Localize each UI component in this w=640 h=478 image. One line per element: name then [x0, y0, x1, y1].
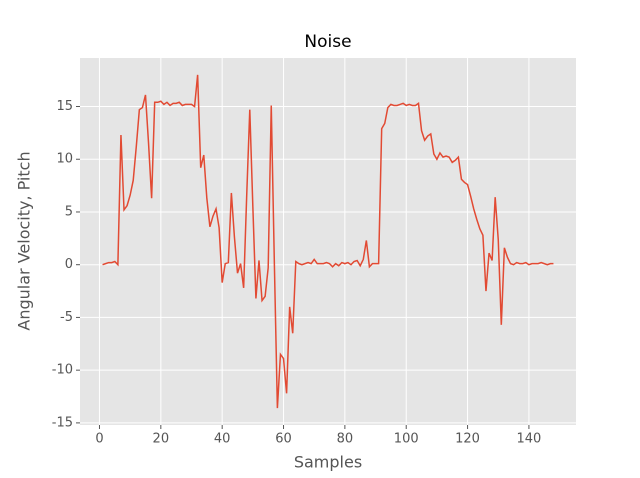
x-tick-label: 0 — [95, 432, 103, 447]
x-axis-label: Samples — [294, 453, 362, 472]
y-axis-label: Angular Velocity, Pitch — [15, 151, 34, 330]
y-tick-label: -5 — [60, 310, 73, 325]
x-tick-label: 80 — [337, 432, 354, 447]
x-tick-label: 40 — [214, 432, 231, 447]
x-tick-label: 20 — [153, 432, 170, 447]
y-tick-label: 10 — [56, 152, 73, 167]
y-tick-label: 5 — [65, 204, 73, 219]
y-tick-label: 0 — [65, 257, 73, 272]
y-tick-label: -10 — [52, 363, 73, 378]
x-tick-label: 120 — [455, 432, 480, 447]
x-tick-label: 140 — [517, 432, 542, 447]
y-tick-label: 15 — [56, 99, 73, 114]
x-tick-label: 100 — [394, 432, 419, 447]
chart-title: Noise — [304, 32, 351, 52]
data-line — [102, 74, 554, 409]
x-tick-label: 60 — [275, 432, 292, 447]
y-tick-label: -15 — [52, 415, 73, 430]
